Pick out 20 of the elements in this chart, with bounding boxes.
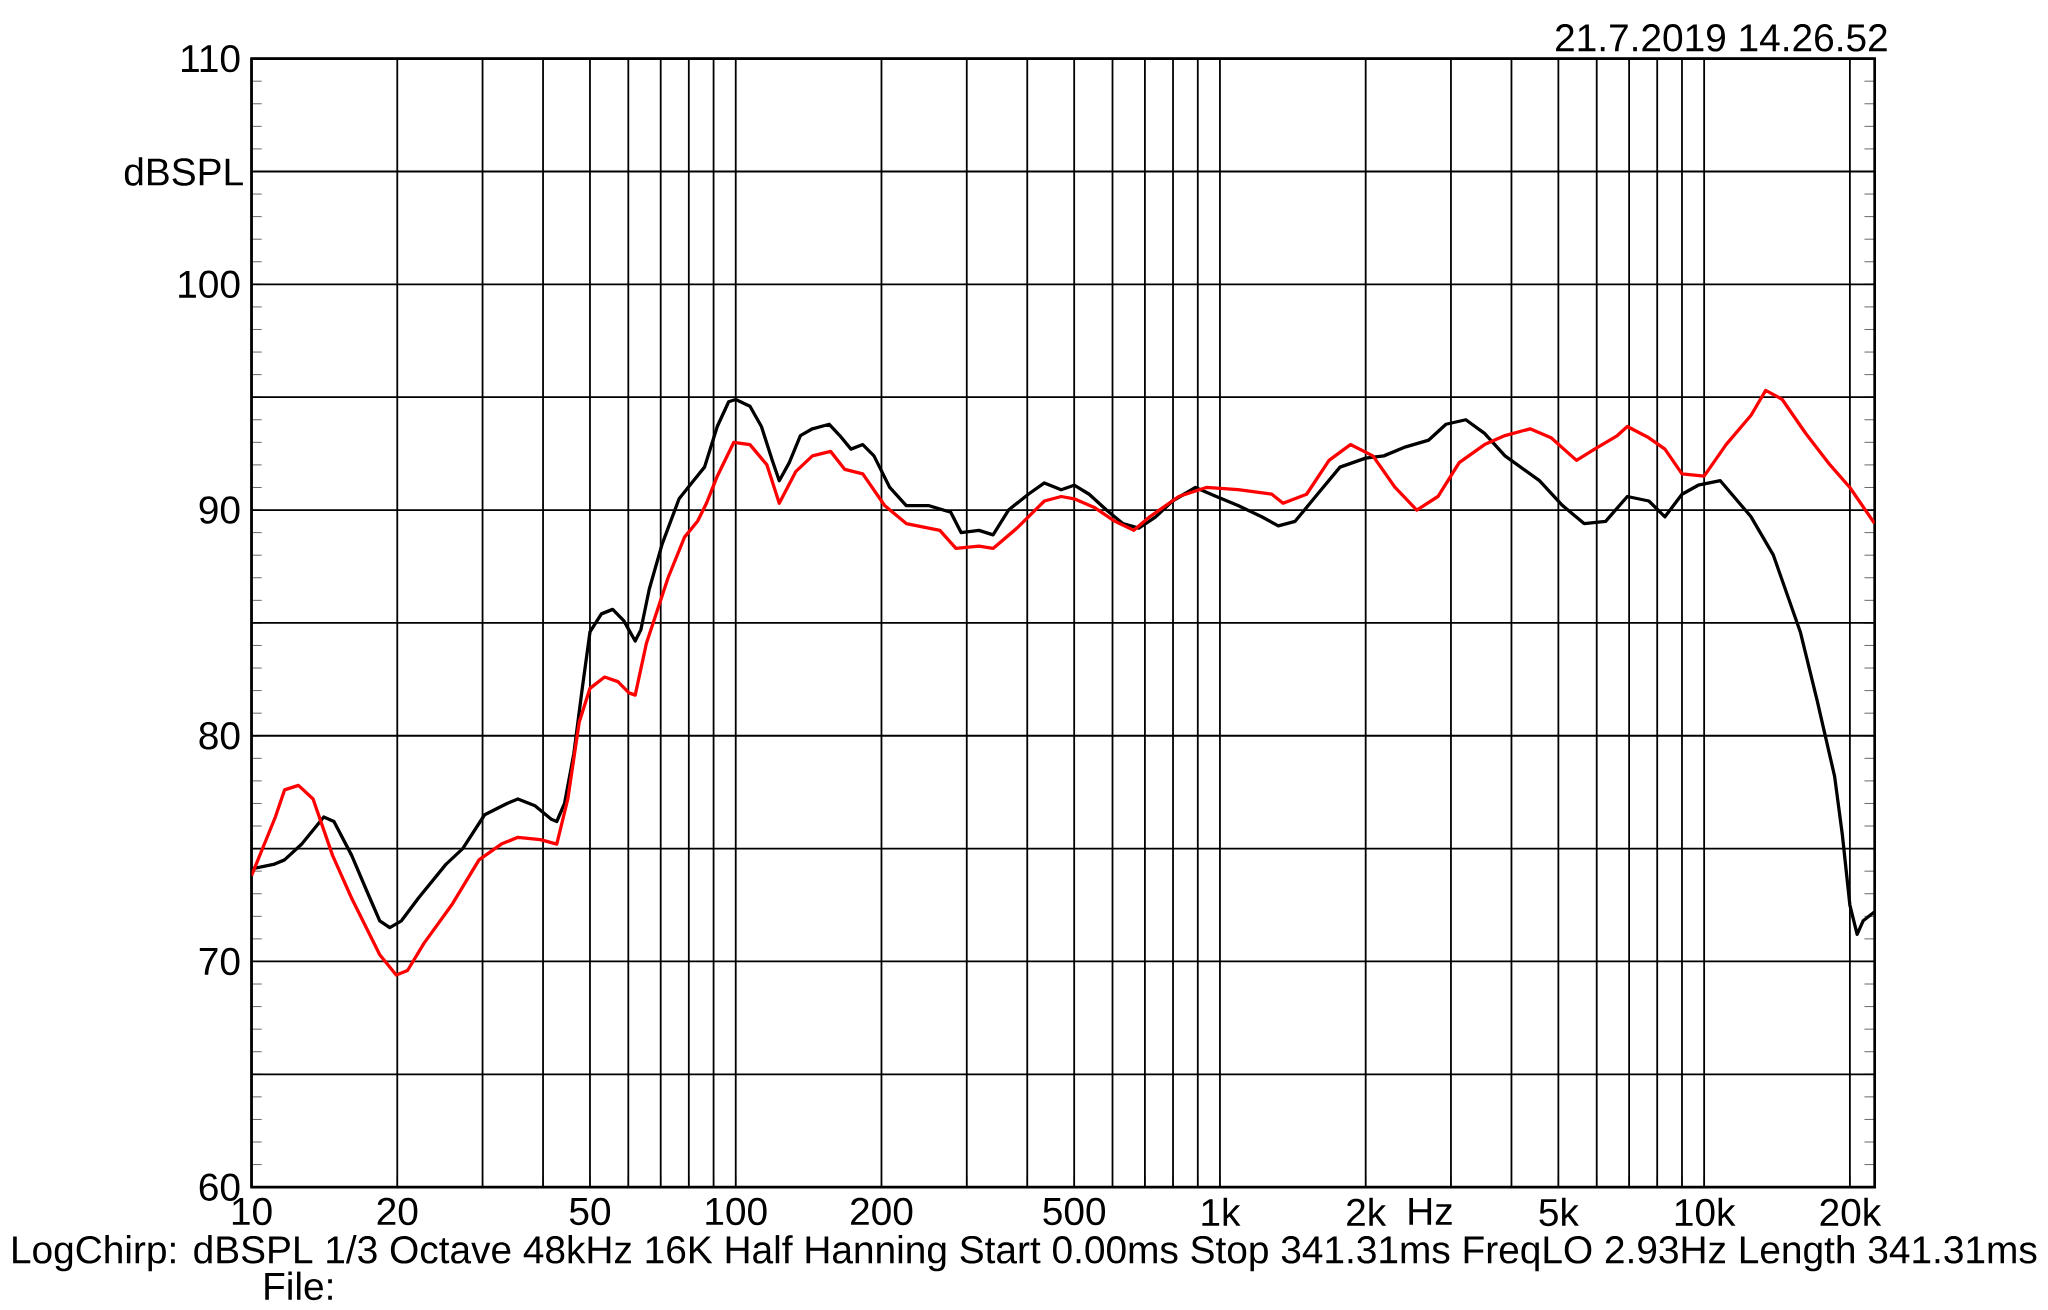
x-tick-label: 2k — [1347, 1197, 1387, 1226]
x-tick-label: 100 — [706, 1197, 767, 1226]
text: File: — [265, 1271, 332, 1301]
x-tick-label: 50 — [569, 1197, 611, 1226]
y-tick-label: 80 — [199, 721, 240, 750]
y-tick-label: 70 — [199, 947, 240, 976]
y-tick-label: 100 — [179, 270, 240, 299]
y-tick-label: 110 — [182, 44, 240, 73]
y-axis-title: dBSPL — [124, 157, 243, 186]
x-tick-label: 5k — [1539, 1197, 1579, 1227]
text: LogChirp: dBSPL 1/3 Octave 48kHz 16K Half Hanning Start 0.00ms Stop 341.31ms FreqLO 2.93Hz Length 341.31ms — [13, 1235, 2037, 1272]
text: 21.7.2019 14.26.52 — [1556, 24, 1887, 52]
x-axis-title: Hz — [1409, 1197, 1452, 1225]
x-tick-label: 20k — [1820, 1197, 1882, 1227]
x-tick-label: 200 — [851, 1197, 913, 1226]
x-tick-label: 10k — [1675, 1197, 1736, 1227]
x-tick-label: 20 — [377, 1197, 418, 1226]
y-tick-label: 90 — [199, 496, 240, 524]
x-tick-label: 1k — [1202, 1197, 1241, 1226]
x-tick-label: 500 — [1043, 1197, 1106, 1226]
